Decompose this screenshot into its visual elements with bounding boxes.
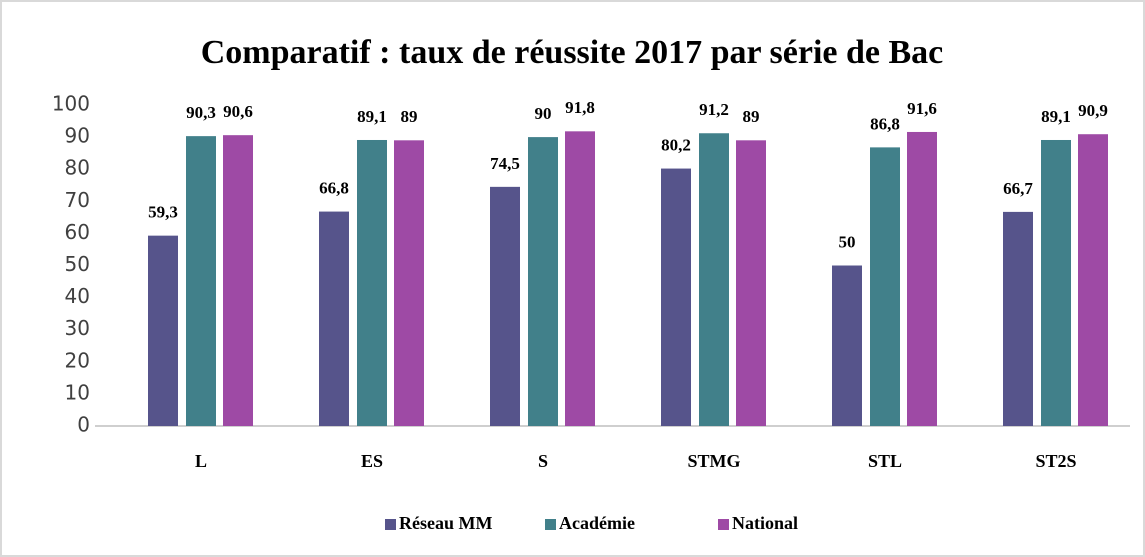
bar (528, 137, 558, 426)
data-label: 90,3 (186, 103, 216, 122)
bar (832, 265, 862, 426)
legend-swatch (718, 519, 729, 530)
legend-swatch (545, 519, 556, 530)
bar (490, 186, 520, 426)
y-tick-label: 70 (65, 188, 90, 212)
y-tick-label: 10 (65, 380, 90, 404)
data-label: 89,1 (357, 107, 387, 126)
data-label: 91,6 (907, 99, 937, 118)
x-tick-label: STL (868, 451, 902, 471)
y-tick-label: 40 (65, 284, 90, 308)
bar (148, 235, 178, 426)
bar (319, 211, 349, 426)
y-tick-label: 100 (52, 92, 90, 116)
data-label: 89,1 (1041, 107, 1071, 126)
data-label: 74,5 (490, 154, 520, 173)
data-label: 91,2 (699, 100, 729, 119)
x-tick-label: STMG (687, 451, 740, 471)
bar (186, 136, 216, 426)
x-tick-label: ST2S (1035, 451, 1076, 471)
bar (223, 135, 253, 426)
x-tick-label: ES (361, 451, 383, 471)
data-label: 66,8 (319, 178, 349, 197)
bar (565, 131, 595, 426)
data-label: 86,8 (870, 114, 900, 133)
y-tick-label: 20 (65, 348, 90, 372)
y-tick-label: 50 (65, 252, 90, 276)
bar (907, 131, 937, 427)
bar (394, 140, 424, 426)
data-label: 91,8 (565, 98, 595, 117)
data-label: 50 (839, 232, 856, 251)
data-label: 90,6 (223, 102, 253, 121)
legend-label: National (732, 513, 798, 533)
bar (699, 133, 729, 427)
bar (1078, 134, 1108, 426)
bar (870, 147, 900, 426)
legend-swatch (385, 519, 396, 530)
bar (736, 140, 766, 426)
data-label: 90,9 (1078, 101, 1108, 120)
data-label: 59,3 (148, 203, 178, 222)
data-label: 66,7 (1003, 179, 1033, 198)
data-label: 90 (535, 104, 552, 123)
y-tick-label: 80 (65, 156, 90, 180)
legend-label: Académie (559, 513, 635, 533)
x-tick-label: L (195, 451, 207, 471)
bar (1041, 139, 1071, 426)
x-tick-label: S (538, 451, 548, 471)
y-tick-label: 60 (65, 220, 90, 244)
y-tick-label: 30 (65, 316, 90, 340)
bar (357, 139, 387, 426)
chart-title: Comparatif : taux de réussite 2017 par s… (201, 34, 944, 71)
legend-label: Réseau MM (399, 513, 492, 533)
y-tick-label: 90 (65, 124, 90, 148)
y-tick-label: 0 (77, 413, 90, 437)
data-label: 80,2 (661, 135, 691, 154)
bar (1003, 211, 1033, 426)
data-label: 89 (743, 107, 760, 126)
bar (661, 168, 691, 427)
data-label: 89 (401, 107, 418, 126)
